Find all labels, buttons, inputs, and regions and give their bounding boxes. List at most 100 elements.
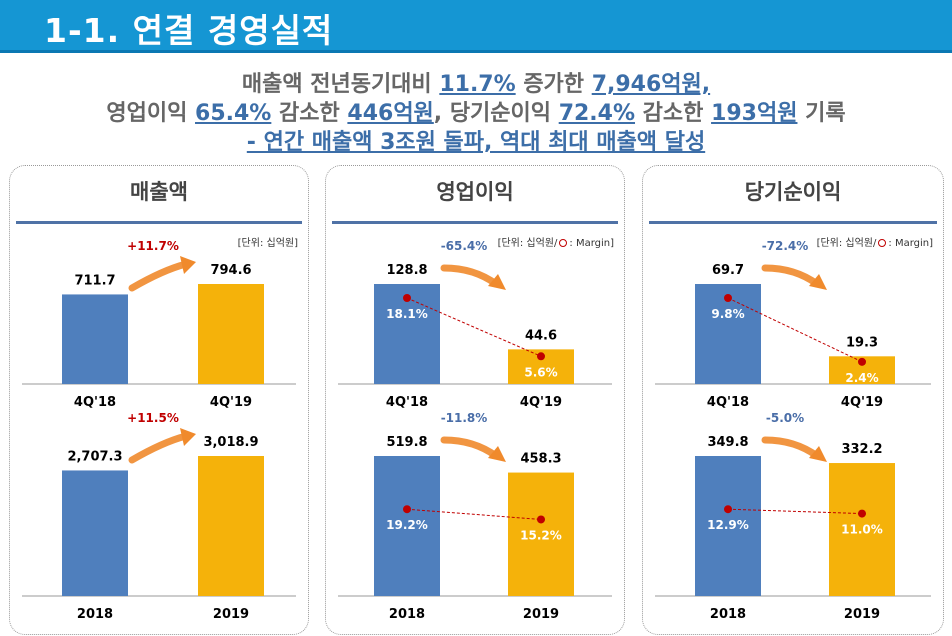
margin-point bbox=[403, 294, 411, 302]
bar bbox=[62, 294, 128, 384]
annual-chart: 2,707.3 2018 3,018.9 2019 +11.5% bbox=[22, 411, 296, 622]
margin-point bbox=[724, 294, 732, 302]
page-header: 1-1. 연결 경영실적 bbox=[0, 0, 952, 53]
margin-point bbox=[858, 357, 866, 366]
summary-text-segment: 영업이익 bbox=[106, 101, 196, 126]
summary-highlight: 11.7% bbox=[439, 72, 516, 97]
margin-point bbox=[537, 515, 545, 524]
summary-text-segment: 증가한 bbox=[515, 72, 592, 97]
value-label: 349.8 bbox=[707, 435, 748, 450]
value-label: 711.7 bbox=[74, 273, 115, 288]
margin-line bbox=[727, 508, 863, 515]
summary-line-1: 매출액 전년동기대비 11.7% 증가한 7,946억원, bbox=[0, 70, 952, 99]
unit-label: [단위: 십억원/ : Margin] bbox=[498, 234, 614, 249]
margin-legend-icon bbox=[559, 239, 568, 247]
x-tick-label: 4Q'18 bbox=[386, 395, 428, 410]
bar bbox=[198, 284, 264, 384]
x-tick-label: 2018 bbox=[77, 607, 113, 622]
quarterly-chart: 128.8 4Q'18 44.6 4Q'19 -65.4% 18.1% 5.6% bbox=[338, 239, 612, 410]
summary-highlight: 65.4% bbox=[195, 101, 272, 126]
x-tick-label: 2019 bbox=[844, 607, 880, 622]
summary-line-2: 영업이익 65.4% 감소한 446억원, 당기순이익 72.4% 감소한 19… bbox=[0, 99, 952, 128]
summary-highlight: 72.4% bbox=[558, 101, 636, 126]
margin-label: 11.0% bbox=[841, 523, 883, 537]
summary-highlight: 7,946억원, bbox=[591, 72, 711, 97]
change-arrow-head bbox=[809, 274, 827, 290]
net-income-charts: 69.7 4Q'18 19.3 4Q'19 -72.4% 9.8% 2.4% 349.8 201… bbox=[655, 239, 931, 622]
quarterly-chart: 711.7 4Q'18 794.6 4Q'19 +11.7% bbox=[22, 239, 296, 410]
x-tick-label: 2018 bbox=[389, 607, 425, 622]
summary-text-segment: 기록 bbox=[797, 101, 846, 126]
change-arrow-head bbox=[180, 256, 196, 274]
change-arrow bbox=[128, 432, 190, 464]
panel-operating-profit: 영업이익 [단위: 십억원/: Margin] 128.8 4Q'18 44.6 4Q… bbox=[325, 165, 625, 635]
bar bbox=[508, 472, 574, 596]
bar bbox=[198, 456, 264, 596]
panel-net-income: 당기순이익 [단위: 십억원/ : Margin] 69.7 4Q'18 19.3 4Q… bbox=[642, 165, 944, 635]
summary-highlight: 446억원 bbox=[347, 101, 434, 126]
page-title: 1-1. 연결 경영실적 bbox=[44, 11, 334, 50]
margin-label: 9.8% bbox=[711, 307, 744, 321]
unit-text: [단위: 십억원/ bbox=[816, 238, 877, 249]
bar bbox=[374, 456, 440, 596]
value-label: 519.8 bbox=[386, 435, 427, 450]
summary-line-3: - 연간 매출액 3조원 돌파, 역대 최대 매출액 달성 bbox=[0, 128, 952, 157]
margin-legend-icon bbox=[878, 239, 887, 247]
value-label: 794.6 bbox=[210, 263, 251, 278]
change-arrow bbox=[128, 260, 190, 292]
margin-label: 2.4% bbox=[845, 371, 878, 385]
revenue-charts: 711.7 4Q'18 794.6 4Q'19 +11.7% 2,707.3 2018 3,0… bbox=[22, 239, 296, 622]
panel-title: 당기순이익 bbox=[744, 180, 842, 204]
bar bbox=[695, 456, 761, 596]
x-tick-label: 4Q'19 bbox=[841, 395, 883, 410]
margin-point bbox=[858, 509, 866, 518]
margin-line bbox=[406, 508, 542, 520]
change-label: +11.5% bbox=[127, 411, 179, 425]
summary-highlight: - 연간 매출액 3조원 돌파, 역대 최대 매출액 달성 bbox=[246, 130, 706, 155]
change-arrow-head bbox=[180, 428, 196, 446]
quarterly-chart: 69.7 4Q'18 19.3 4Q'19 -72.4% 9.8% 2.4% bbox=[655, 239, 931, 410]
operating-profit-charts: 128.8 4Q'18 44.6 4Q'19 -65.4% 18.1% 5.6% 519.8 2… bbox=[338, 239, 612, 622]
bar bbox=[829, 463, 895, 596]
value-label: 69.7 bbox=[712, 263, 744, 278]
change-label: +11.7% bbox=[127, 239, 179, 253]
margin-line bbox=[406, 297, 542, 357]
margin-label: 5.6% bbox=[524, 365, 557, 379]
x-tick-label: 4Q'18 bbox=[707, 395, 749, 410]
change-label: -5.0% bbox=[766, 411, 804, 425]
unit-text: [단위: 십억원] bbox=[237, 238, 298, 249]
margin-point bbox=[403, 505, 411, 514]
change-arrow bbox=[440, 436, 500, 460]
unit-label: [단위: 십억원] bbox=[238, 234, 298, 249]
change-arrow bbox=[761, 264, 821, 288]
change-label: -72.4% bbox=[762, 239, 809, 253]
summary-text-segment: , 당기순이익 bbox=[433, 101, 559, 126]
summary-text: 매출액 전년동기대비 11.7% 증가한 7,946억원, 영업이익 65.4%… bbox=[0, 70, 952, 157]
value-label: 44.6 bbox=[525, 328, 557, 343]
x-tick-label: 2019 bbox=[523, 607, 559, 622]
value-label: 3,018.9 bbox=[203, 435, 258, 450]
annual-chart: 519.8 2018 458.3 2019 -11.8% 19.2% 15.2% bbox=[338, 411, 612, 622]
change-arrow bbox=[761, 436, 821, 460]
margin-label: 19.2% bbox=[386, 518, 428, 532]
margin-label: 12.9% bbox=[707, 518, 749, 532]
margin-label: 18.1% bbox=[386, 307, 428, 321]
change-label: -11.8% bbox=[441, 411, 488, 425]
margin-legend-text: : Margin] bbox=[569, 238, 614, 249]
panel-title: 영업이익 bbox=[436, 180, 514, 204]
change-label: -65.4% bbox=[441, 239, 488, 253]
x-tick-label: 2019 bbox=[213, 607, 249, 622]
x-tick-label: 4Q'19 bbox=[210, 395, 252, 410]
panel-title: 매출액 bbox=[130, 180, 188, 204]
margin-point bbox=[724, 505, 732, 514]
bar bbox=[62, 470, 128, 596]
change-arrow-head bbox=[488, 446, 506, 462]
value-label: 19.3 bbox=[846, 335, 878, 350]
unit-text: [단위: 십억원/ bbox=[497, 238, 558, 249]
change-arrow bbox=[440, 264, 500, 288]
summary-text-segment: 감소한 bbox=[271, 101, 348, 126]
value-label: 2,707.3 bbox=[67, 449, 122, 464]
annual-chart: 349.8 2018 332.2 2019 -5.0% 12.9% 11.0% bbox=[655, 411, 931, 622]
panel-divider bbox=[332, 221, 618, 224]
margin-legend-text: : Margin] bbox=[888, 238, 933, 249]
